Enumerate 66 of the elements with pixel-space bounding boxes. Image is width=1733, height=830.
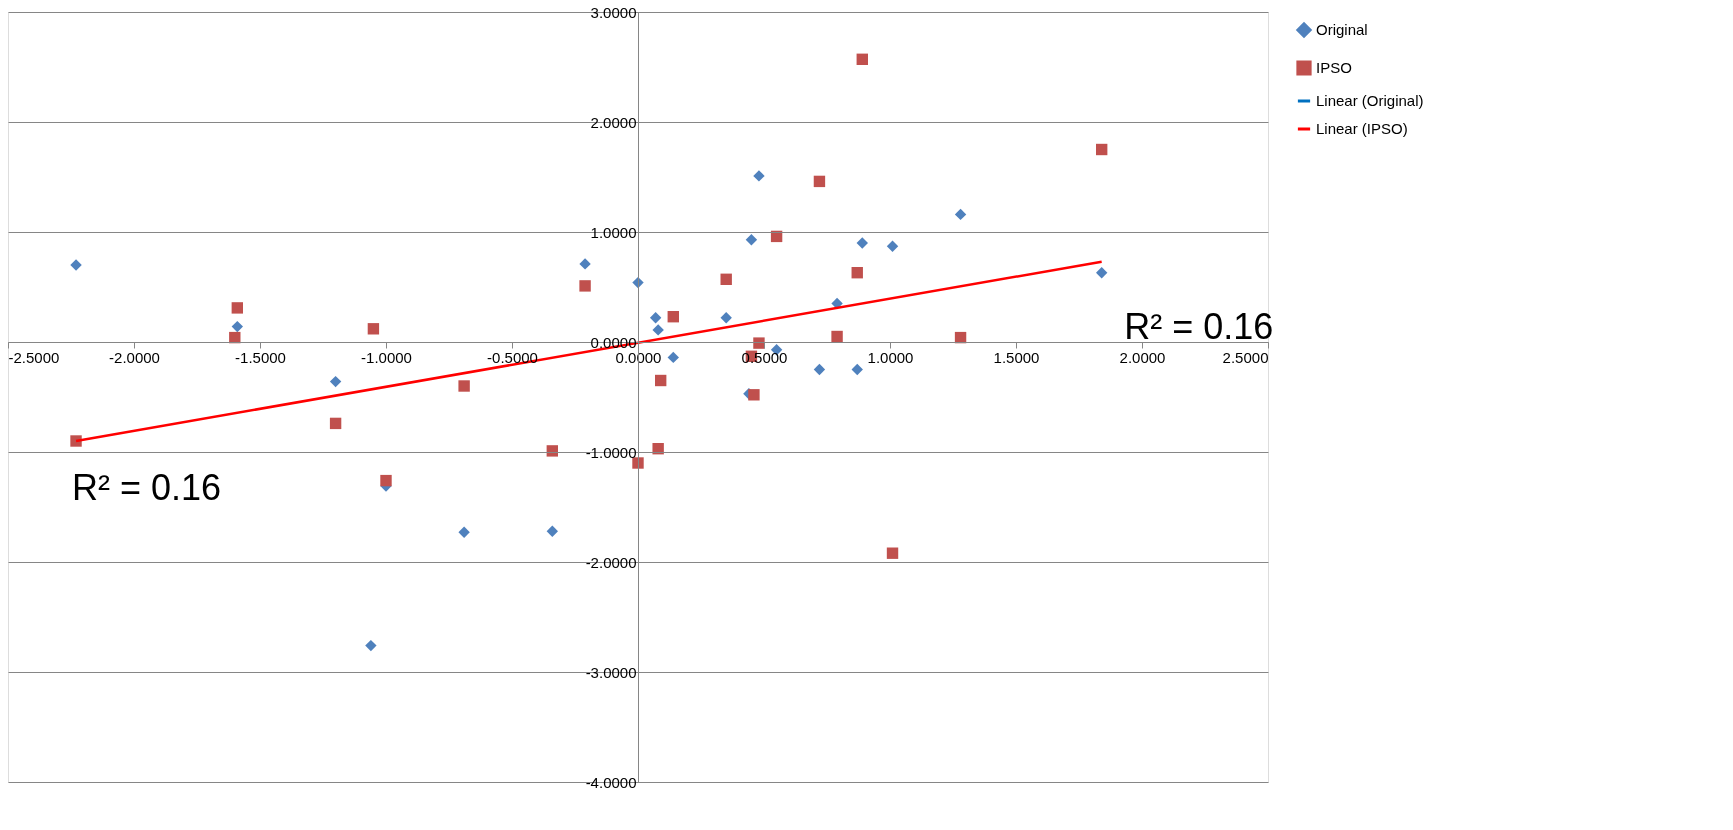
point bbox=[886, 547, 899, 559]
x-tick-label: 2.0000 bbox=[1119, 348, 1166, 366]
point bbox=[229, 331, 241, 344]
point bbox=[851, 363, 863, 376]
point bbox=[231, 302, 244, 314]
point bbox=[367, 323, 380, 335]
x-tick-label: 1.0000 bbox=[867, 348, 914, 366]
y-tick-label: -4.0000 bbox=[585, 773, 637, 791]
point bbox=[70, 259, 82, 271]
point bbox=[632, 457, 644, 469]
point bbox=[813, 175, 826, 188]
point bbox=[652, 324, 664, 336]
point bbox=[856, 237, 868, 249]
y-tick-label: 1.0000 bbox=[590, 223, 637, 241]
point bbox=[831, 297, 843, 310]
point bbox=[365, 639, 377, 652]
legend-label: Linear (IPSO) bbox=[1316, 120, 1408, 137]
point bbox=[667, 311, 679, 323]
point bbox=[654, 374, 667, 387]
point bbox=[458, 526, 470, 538]
point bbox=[1095, 143, 1108, 156]
x-tick-label: -2.5000 bbox=[8, 348, 60, 366]
point bbox=[1095, 267, 1108, 279]
point bbox=[856, 53, 868, 65]
point bbox=[380, 474, 392, 487]
point bbox=[831, 330, 843, 343]
point bbox=[329, 375, 342, 388]
x-tick-label: -2.0000 bbox=[109, 348, 160, 366]
x-tick-label: 1.5000 bbox=[993, 348, 1040, 366]
x-tick-label: 0.0000 bbox=[615, 348, 662, 366]
annotation: R² = 0.16 bbox=[72, 467, 222, 509]
legend-label: IPSO bbox=[1316, 59, 1352, 76]
point bbox=[652, 443, 664, 455]
point bbox=[546, 525, 559, 537]
x-tick-label: -1.0000 bbox=[361, 348, 412, 366]
point bbox=[720, 273, 732, 285]
y-tick-label: 0.0000 bbox=[590, 333, 637, 351]
point bbox=[813, 363, 826, 376]
point bbox=[579, 258, 591, 270]
point bbox=[720, 312, 732, 324]
point bbox=[649, 312, 662, 324]
point bbox=[748, 389, 760, 401]
point bbox=[632, 276, 644, 289]
y-tick-label: -2.0000 bbox=[585, 553, 637, 571]
x-tick-label: -1.5000 bbox=[235, 348, 286, 366]
x-tick-label: -0.5000 bbox=[487, 348, 538, 366]
point bbox=[886, 240, 899, 252]
y-tick-label: 3.0000 bbox=[590, 3, 637, 21]
y-tick-label: -1.0000 bbox=[585, 443, 637, 461]
y-tick-label: -3.0000 bbox=[585, 663, 637, 681]
point bbox=[458, 380, 470, 392]
legend-label: Original bbox=[1316, 21, 1368, 38]
x-tick-label: 2.5000 bbox=[1222, 348, 1269, 366]
point bbox=[753, 337, 765, 349]
point bbox=[231, 320, 244, 333]
point bbox=[954, 208, 967, 221]
annotation: R² = 0.16 bbox=[1124, 305, 1274, 347]
point bbox=[851, 267, 863, 279]
point bbox=[745, 234, 758, 246]
point bbox=[753, 170, 765, 182]
point bbox=[667, 351, 679, 364]
point bbox=[329, 417, 342, 430]
y-tick-label: 2.0000 bbox=[590, 113, 637, 131]
point bbox=[546, 445, 559, 457]
legend-label: Linear (Original) bbox=[1316, 92, 1424, 109]
point bbox=[579, 280, 591, 292]
